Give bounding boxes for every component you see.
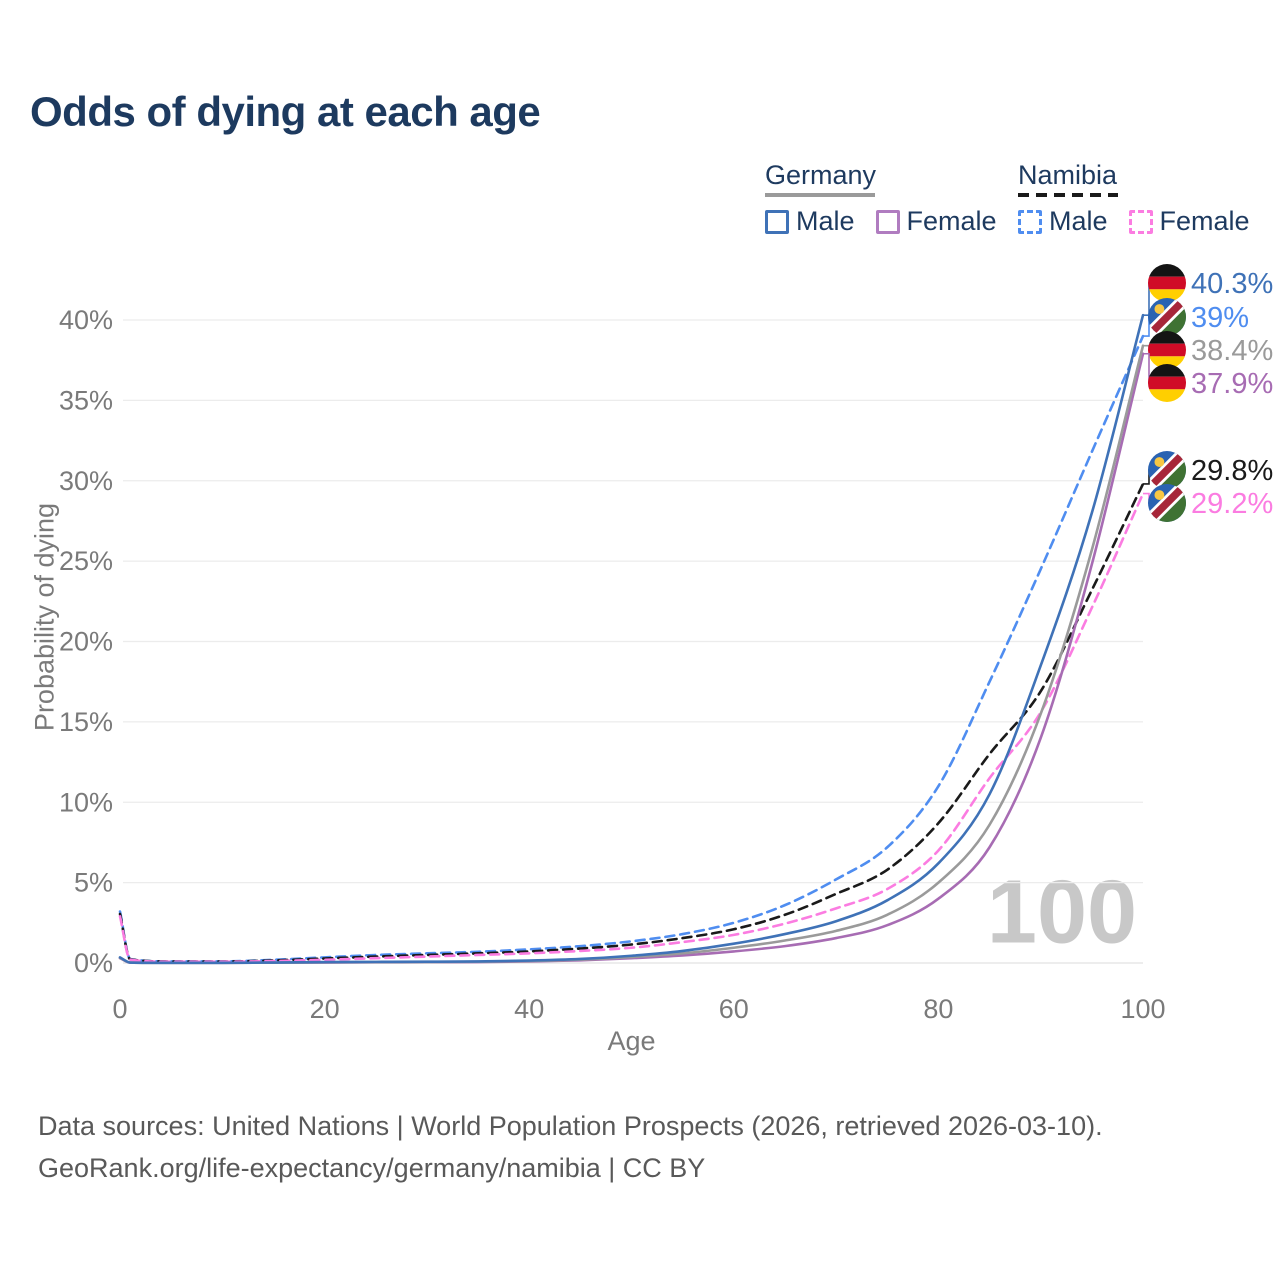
end-label-leader [1143,316,1152,337]
flag-namibia-icon [1148,298,1186,336]
x-tick-label: 100 [1120,994,1165,1024]
end-label-leader [1143,492,1152,504]
end-label-value: 40.3% [1191,268,1273,300]
legend-label-germany-female: Female [906,206,997,236]
legend-row-germany: Male Female [765,206,1018,237]
end-label-namibia-male: 39% [1148,298,1249,336]
flag-germany-icon [1148,364,1186,402]
x-tick-label: 80 [923,994,953,1024]
end-label-namibia-female: 29.2% [1148,484,1273,522]
y-tick-label: 25% [59,546,113,576]
y-tick-label: 5% [74,868,113,898]
chart-title: Odds of dying at each age [30,88,541,135]
legend-header-namibia: Namibia [1018,160,1118,190]
legend-checkbox-namibia-female-icon [1128,209,1153,234]
flag-germany-icon [1148,264,1186,302]
end-label-germany-both: 38.4% [1148,331,1273,369]
end-label-leader [1143,282,1152,316]
end-label-leader [1143,344,1152,351]
legend-item-namibia-female[interactable]: Female [1128,206,1250,237]
flag-germany-icon [1148,331,1186,369]
watermark-age-100: 100 [986,862,1138,963]
legend-group-namibia: Namibia Male Female [1018,161,1271,237]
y-tick-label: 0% [74,948,113,978]
end-label-germany-female: 37.9% [1148,364,1273,402]
y-tick-label: 15% [59,707,113,737]
legend-group-germany: Germany Male Female [765,161,1018,237]
x-tick-label: 0 [112,994,127,1024]
legend-checkbox-germany-male-icon [765,209,789,234]
legend-row-namibia: Male Female [1018,206,1271,237]
legend-checkbox-namibia-male-icon [1018,209,1042,234]
legend-underline-germany [765,193,875,197]
y-tick-label: 40% [59,305,113,335]
legend-item-germany-male[interactable]: Male [765,206,855,237]
end-label-value: 29.2% [1191,488,1273,520]
x-tick-label: 60 [719,994,749,1024]
y-tick-label: 10% [59,787,113,817]
end-label-value: 37.9% [1191,368,1273,400]
end-label-namibia-both: 29.8% [1148,451,1273,489]
y-tick-label: 20% [59,627,113,657]
legend-label-namibia-female: Female [1159,206,1250,236]
end-label-leader [1143,352,1152,384]
footer: Data sources: United Nations | World Pop… [38,1105,1103,1189]
end-label-value: 29.8% [1191,455,1273,487]
y-axis-title: Probability of dying [29,502,60,732]
legend-item-germany-female[interactable]: Female [875,206,997,237]
legend-checkbox-germany-female-icon [875,209,900,234]
legend-underline-namibia [1018,193,1118,197]
footer-data-sources: Data sources: United Nations | World Pop… [38,1111,1103,1141]
x-tick-label: 20 [310,994,340,1024]
legend-label-namibia-male: Male [1049,206,1108,236]
flag-namibia-icon [1148,484,1186,522]
x-tick-label: 40 [514,994,544,1024]
end-label-value: 38.4% [1191,335,1273,367]
flag-namibia-icon [1148,451,1186,489]
legend-item-namibia-male[interactable]: Male [1018,206,1108,237]
legend-label-germany-male: Male [796,206,855,236]
x-axis-title: Age [607,1026,656,1056]
y-tick-label: 30% [59,466,113,496]
footer-attribution: GeoRank.org/life-expectancy/germany/nami… [38,1153,706,1183]
end-label-germany-male: 40.3% [1148,264,1273,302]
end-label-value: 39% [1191,302,1249,334]
legend-header-germany: Germany [765,160,877,190]
end-label-leader [1143,469,1152,485]
y-tick-label: 35% [59,385,113,415]
